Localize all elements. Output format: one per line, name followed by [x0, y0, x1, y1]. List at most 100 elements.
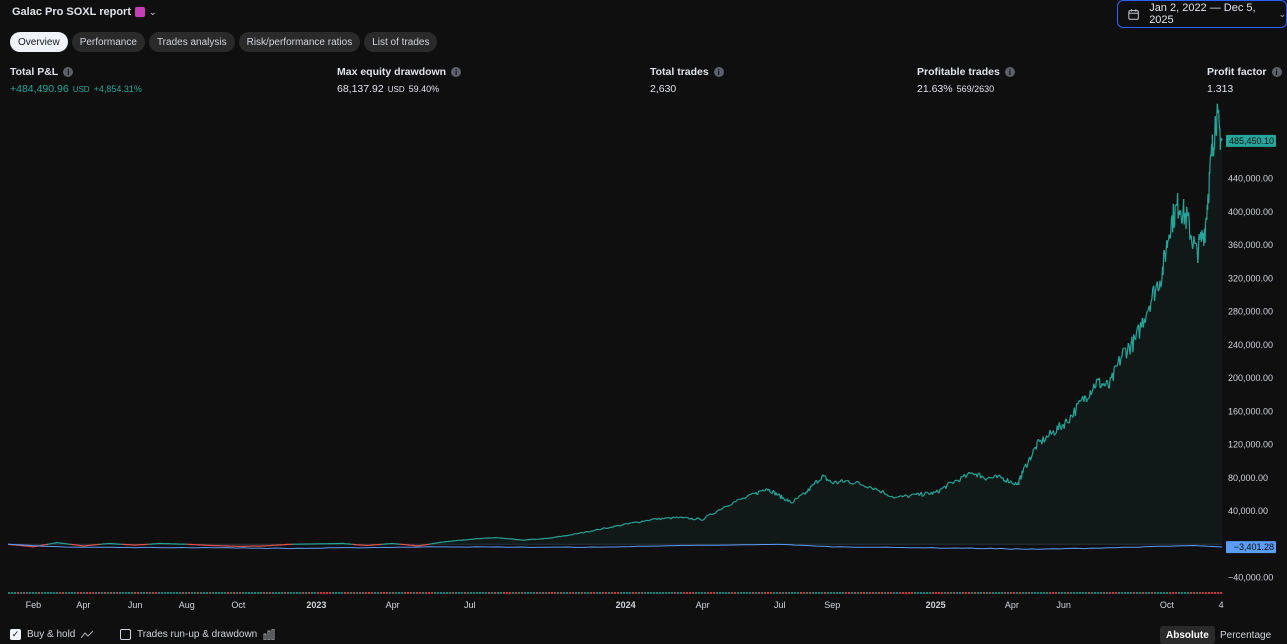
equity-line-segment: [965, 473, 969, 478]
equity-line-segment: [629, 522, 632, 525]
equity-line-segment: [788, 499, 791, 502]
equity-line-segment: [858, 482, 861, 485]
trade-marker: [1079, 592, 1082, 594]
trade-marker: [86, 592, 89, 594]
equity-line-segment: [642, 520, 645, 522]
trade-marker: [665, 592, 668, 594]
trade-marker: [896, 592, 899, 594]
equity-line-segment: [473, 538, 476, 540]
equity-chart[interactable]: 440,000.00 400,000.00 360,000.00 320,000.00…: [0, 100, 1287, 620]
trade-marker: [986, 592, 989, 594]
trade-marker: [914, 592, 917, 594]
tab-performance[interactable]: Performance: [71, 32, 145, 52]
trade-marker: [17, 592, 20, 594]
trade-marker: [308, 592, 311, 594]
equity-line-segment: [855, 480, 858, 483]
equity-line-segment: [927, 492, 929, 494]
trade-marker: [422, 592, 425, 594]
equity-chart-svg[interactable]: 440,000.00400,000.00360,000.00320,000.00…: [0, 100, 1287, 620]
equity-line-segment: [727, 504, 731, 507]
info-icon[interactable]: i: [713, 67, 724, 77]
equity-line-segment: [1156, 281, 1159, 292]
equity-line-segment: [1129, 344, 1132, 355]
checkbox-checked-icon[interactable]: ✓: [10, 629, 21, 640]
equity-line-segment: [1189, 235, 1192, 240]
trade-marker: [620, 592, 623, 594]
checkbox-icon[interactable]: [120, 629, 131, 640]
trade-marker: [1112, 592, 1115, 594]
equity-line-segment: [789, 500, 792, 504]
equity-line-segment: [976, 474, 979, 478]
runup-drawdown-toggle[interactable]: Trades run-up & drawdown: [120, 629, 275, 640]
trade-marker: [662, 592, 665, 594]
trade-marker: [773, 592, 776, 594]
equity-line-segment: [1029, 456, 1033, 461]
trade-marker: [944, 592, 947, 594]
equity-line-segment: [1196, 244, 1198, 251]
equity-line-segment: [765, 488, 768, 490]
trade-marker: [1046, 592, 1049, 594]
date-range-picker[interactable]: Jan 2, 2022 — Dec 5, 2025 ⌄: [1117, 0, 1287, 28]
trade-marker: [446, 592, 449, 594]
trade-marker: [1100, 592, 1103, 594]
tab-overview[interactable]: Overview: [10, 32, 68, 52]
trade-marker: [1016, 592, 1019, 594]
trade-marker: [866, 592, 869, 594]
equity-line-segment: [998, 474, 1002, 478]
equity-line-segment: [612, 525, 615, 529]
trade-marker: [1067, 592, 1070, 594]
trade-marker: [1169, 592, 1172, 594]
equity-line-segment: [750, 492, 753, 496]
equity-line-segment: [835, 480, 838, 484]
trade-marker: [998, 592, 1001, 594]
equity-line-segment: [901, 495, 904, 498]
trade-marker: [833, 592, 836, 594]
trade-marker: [1115, 592, 1118, 594]
y-tick-label: −40,000.00: [1228, 573, 1273, 583]
equity-line-segment: [926, 491, 928, 494]
x-tick-label: 2024: [616, 600, 636, 610]
tab-trades-analysis[interactable]: Trades analysis: [148, 32, 235, 52]
trade-marker: [605, 592, 608, 594]
trade-marker: [416, 592, 419, 594]
trade-marker: [356, 592, 359, 594]
equity-line-segment: [992, 476, 995, 479]
trade-marker: [251, 592, 254, 594]
tab-risk-performance-ratios[interactable]: Risk/performance ratios: [238, 32, 361, 52]
percentage-button[interactable]: Percentage: [1220, 629, 1272, 641]
absolute-button[interactable]: Absolute: [1160, 626, 1215, 644]
equity-line-segment: [866, 486, 869, 489]
trade-marker: [644, 592, 647, 594]
info-icon[interactable]: i: [1271, 67, 1282, 77]
equity-line-segment: [820, 475, 823, 481]
trade-marker: [62, 592, 65, 594]
tab-list-of-trades[interactable]: List of trades: [364, 32, 438, 52]
trade-marker: [350, 592, 353, 594]
trade-marker: [959, 592, 962, 594]
trade-marker: [188, 592, 191, 594]
equity-line-segment: [1121, 348, 1124, 357]
chevron-down-icon: ⌄: [149, 6, 157, 17]
trade-marker: [893, 592, 896, 594]
info-icon[interactable]: i: [451, 67, 462, 77]
y-tick-label: 360,000.00: [1228, 240, 1273, 250]
trade-marker: [464, 592, 467, 594]
trade-marker: [260, 592, 263, 594]
info-icon[interactable]: i: [63, 67, 74, 77]
trade-marker: [806, 592, 809, 594]
buy-hold-toggle[interactable]: ✓ Buy & hold: [10, 629, 94, 640]
equity-line-segment: [945, 484, 948, 489]
equity-line-segment: [840, 479, 844, 482]
trade-marker: [962, 592, 965, 594]
report-title[interactable]: Galac Pro SOXL report ⌄: [12, 6, 157, 18]
equity-line-segment: [1186, 206, 1188, 216]
trade-marker: [362, 592, 365, 594]
equity-line-segment: [811, 483, 814, 487]
trade-marker: [467, 592, 470, 594]
trade-marker: [65, 592, 68, 594]
trade-marker: [32, 592, 35, 594]
info-icon[interactable]: i: [1004, 67, 1015, 77]
trade-marker: [659, 592, 662, 594]
equity-line-segment: [851, 482, 854, 485]
equity-line-segment: [1031, 449, 1034, 455]
